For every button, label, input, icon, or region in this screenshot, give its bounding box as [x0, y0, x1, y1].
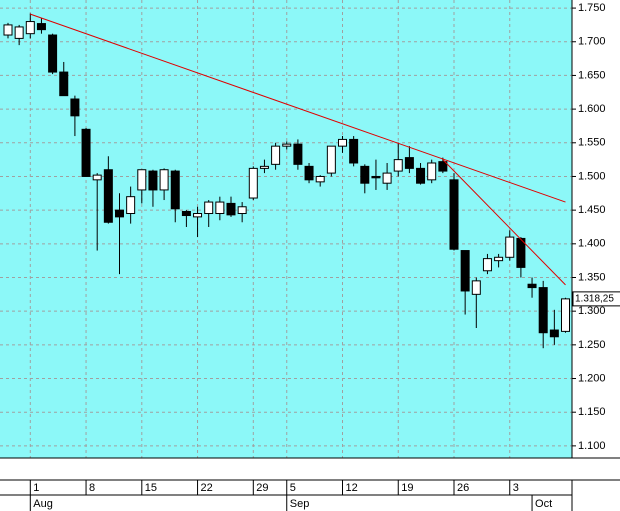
- candle-body: [338, 138, 347, 147]
- candle-body: [382, 172, 392, 184]
- candle-body: [70, 98, 80, 117]
- x-tick-label: 19: [401, 482, 413, 494]
- candle-body: [438, 161, 448, 172]
- candle-body: [25, 21, 35, 35]
- x-tick-label: 29: [256, 482, 268, 494]
- candle-body: [181, 210, 191, 217]
- candle-body: [516, 237, 526, 268]
- candle-body: [349, 138, 359, 164]
- candle-body: [471, 280, 481, 295]
- x-tick-label: 3: [513, 482, 519, 494]
- candle-body: [137, 169, 147, 191]
- candle-body: [505, 236, 515, 258]
- candle-body: [36, 23, 46, 31]
- candle-body: [271, 145, 281, 165]
- trendline: [30, 13, 566, 203]
- x-tick-label: 8: [89, 482, 95, 494]
- last-value-box: [572, 291, 620, 307]
- x-tick-label: 1: [33, 482, 39, 494]
- y-tick-label: 1.600: [578, 103, 606, 115]
- candle-body: [538, 287, 548, 334]
- candle-body: [549, 329, 559, 338]
- y-tick-label: 1.200: [578, 372, 606, 384]
- y-tick-label: 1.250: [578, 339, 606, 351]
- month-label: Sep: [290, 498, 310, 510]
- month-label: Aug: [33, 498, 53, 510]
- candle-body: [427, 162, 437, 181]
- y-tick-label: 1.750: [578, 2, 606, 14]
- candle-body: [115, 209, 124, 218]
- x-tick-label: 22: [201, 482, 213, 494]
- candle-body: [170, 170, 180, 210]
- candle-body: [204, 201, 214, 215]
- candle-body: [248, 167, 258, 199]
- y-tick-label: 1.550: [578, 137, 606, 149]
- y-tick-label: 1.150: [578, 406, 606, 418]
- x-tick-label: 12: [346, 482, 358, 494]
- candle-body: [371, 175, 381, 179]
- candle-body: [315, 175, 325, 183]
- x-tick-label: 15: [145, 482, 157, 494]
- y-tick-label: 1.500: [578, 170, 606, 182]
- candle-body: [494, 256, 504, 262]
- candle-body: [360, 165, 370, 184]
- y-tick-label: 1.400: [578, 238, 606, 250]
- candle-body: [59, 71, 69, 97]
- candle-body: [92, 174, 102, 181]
- candle-body: [193, 213, 203, 218]
- trendline: [442, 159, 566, 286]
- candle-body: [527, 283, 537, 289]
- candle-body: [81, 128, 91, 177]
- candle-body: [148, 170, 158, 191]
- y-tick-label: 1.100: [578, 440, 606, 452]
- candle-body: [460, 250, 470, 292]
- y-tick-label: 1.350: [578, 271, 606, 283]
- month-label: Oct: [535, 498, 552, 510]
- candle-body: [259, 165, 269, 169]
- candle-body: [326, 145, 336, 174]
- candle-body: [416, 167, 426, 184]
- candle-body: [226, 202, 236, 216]
- x-tick-label: 26: [457, 482, 469, 494]
- candle-body: [561, 298, 570, 332]
- candle-body: [215, 201, 225, 215]
- last-value-label: 1.318,25: [575, 294, 614, 305]
- candle-body: [3, 24, 13, 36]
- y-tick-label: 1.700: [578, 36, 606, 48]
- candle-body: [126, 196, 136, 215]
- y-tick-label: 1.450: [578, 204, 606, 216]
- candle-body: [103, 169, 113, 223]
- candle-body: [404, 157, 414, 169]
- candle-body: [449, 179, 459, 250]
- axis-area: [572, 0, 620, 458]
- candle-body: [293, 143, 303, 165]
- plot-area: [0, 0, 572, 458]
- x-tick-label: 5: [290, 482, 296, 494]
- candle-body: [482, 258, 492, 272]
- candle-body: [393, 159, 403, 172]
- candle-body: [159, 169, 169, 191]
- y-tick-label: 1.300: [578, 305, 606, 317]
- x-axis-area: [0, 458, 620, 511]
- candle-body: [14, 26, 24, 39]
- candle-body: [237, 206, 247, 215]
- candle-body: [48, 34, 58, 73]
- y-tick-label: 1.650: [578, 69, 606, 81]
- candle-body: [304, 165, 314, 181]
- candle-body: [282, 143, 292, 147]
